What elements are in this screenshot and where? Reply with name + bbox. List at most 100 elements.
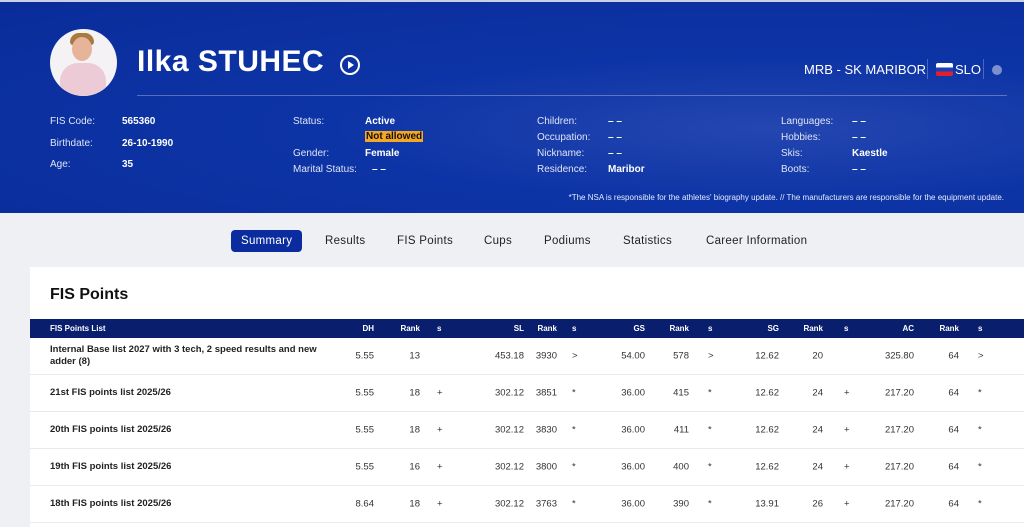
table-row[interactable]: 19th FIS points list 2025/26 5.55 16 +302.1… (30, 449, 1024, 486)
club-name: MRB - SK MARIBOR (804, 62, 927, 77)
dh-status: + (437, 498, 443, 510)
ac-rank: 64 (948, 498, 959, 510)
ac-status: s (978, 324, 983, 333)
gs-points: 54.00 (621, 350, 645, 362)
dh-status: s (437, 324, 442, 333)
dh-rank: 18 (409, 387, 420, 399)
sg-points: 12.62 (755, 461, 779, 473)
occupation-value: – – (608, 132, 622, 143)
tab-results[interactable]: Results (325, 235, 366, 247)
table-row[interactable]: 18th FIS points list 2025/26 8.64 18 +302.1… (30, 486, 1024, 523)
sg-rank: 24 (812, 424, 823, 436)
sl-points: 302.12 (494, 498, 524, 510)
ac-status: * (978, 387, 982, 399)
gs-rank: 411 (673, 424, 689, 436)
sg-points: 12.62 (755, 350, 779, 362)
tab-career-information[interactable]: Career Information (706, 235, 808, 247)
nickname-value: – – (608, 148, 622, 159)
sg-rank: Rank (803, 324, 823, 333)
gs-points: 36.00 (621, 424, 645, 436)
play-icon[interactable] (340, 55, 360, 75)
table-header: FIS Points List DH Rank s SL Rank s GS Rank s SG Ra… (30, 319, 1024, 338)
skis-label: Skis: (781, 148, 803, 159)
gs-points: GS (633, 324, 645, 333)
fis-points-card: FIS Points FIS Points List DH Rank s SL Rank s… (30, 267, 1024, 527)
sg-points: 12.62 (755, 387, 779, 399)
tab-podiums[interactable]: Podiums (544, 235, 591, 247)
sg-rank: 26 (812, 498, 823, 510)
birthdate-label: Birthdate: (50, 138, 93, 149)
tab-statistics[interactable]: Statistics (623, 235, 673, 247)
table-row[interactable]: Internal Base list 2027 with 3 tech, 2 s… (30, 338, 1024, 375)
tab-summary[interactable]: Summary (231, 230, 303, 252)
sl-points: 302.12 (494, 461, 524, 473)
gs-points: 36.00 (621, 498, 645, 510)
nation-code: SLO (955, 62, 982, 77)
list-name[interactable]: 18th FIS points list 2025/26 (50, 498, 172, 509)
age-value: 35 (122, 159, 134, 170)
ac-rank: 64 (948, 350, 959, 362)
ac-status: * (978, 424, 982, 436)
list-name[interactable]: 20th FIS points list 2025/26 (50, 424, 172, 435)
sg-status: + (844, 424, 850, 436)
sg-rank: 24 (812, 387, 823, 399)
sg-points: 12.62 (755, 424, 779, 436)
gs-rank: 400 (673, 461, 689, 473)
table-row[interactable]: 20th FIS points list 2025/26 5.55 18 +302.1… (30, 412, 1024, 449)
hobbies-label: Hobbies: (781, 132, 821, 143)
sg-status: + (844, 461, 850, 473)
boots-label: Boots: (781, 164, 810, 175)
boots-value: – – (852, 164, 866, 175)
dh-status: + (437, 387, 443, 399)
gs-points: 36.00 (621, 461, 645, 473)
ac-points: 217.20 (884, 387, 914, 399)
sl-rank: 3830 (535, 424, 557, 436)
globe-icon[interactable] (992, 65, 1002, 75)
dh-status: + (437, 424, 443, 436)
divider (983, 59, 984, 79)
children-label: Children: (537, 116, 578, 127)
sl-status: * (572, 461, 576, 473)
sl-rank: 3851 (535, 387, 557, 399)
languages-value: – – (852, 116, 866, 127)
sl-rank: 3930 (535, 350, 557, 362)
divider (927, 59, 928, 79)
languages-label: Languages: (781, 116, 834, 127)
list-name[interactable]: 21st FIS points list 2025/26 (50, 387, 171, 398)
marital-status-value: – – (372, 164, 386, 175)
gs-rank: Rank (669, 324, 689, 333)
ac-points: 217.20 (884, 461, 914, 473)
ac-points: 217.20 (884, 498, 914, 510)
table-row[interactable]: 21st FIS points list 2025/26 5.55 18 +302.1… (30, 375, 1024, 412)
sl-status: > (572, 350, 578, 362)
list-name[interactable]: 19th FIS points list 2025/26 (50, 461, 172, 472)
gs-status: * (708, 498, 712, 510)
dh-rank: 13 (409, 350, 420, 362)
sl-points: 302.12 (494, 424, 524, 436)
ac-status: * (978, 461, 982, 473)
age-label: Age: (50, 159, 71, 170)
sl-status: * (572, 498, 576, 510)
status-label: Status: (293, 116, 325, 127)
sg-points: SG (767, 324, 779, 333)
list-name[interactable]: Internal Base list 2027 with 3 tech, 2 s… (50, 344, 317, 367)
tab-bar: Summary Results FIS Points Cups Podiums Stati… (0, 230, 1024, 252)
avatar (50, 29, 117, 96)
sl-status: * (572, 387, 576, 399)
sg-points: 13.91 (755, 498, 779, 510)
skis-value: Kaestle (852, 148, 888, 159)
gs-rank: 415 (673, 387, 689, 399)
fis-code-label: FIS Code: (50, 116, 96, 127)
marital-status-label: Marital Status: (293, 164, 357, 175)
tab-cups[interactable]: Cups (484, 235, 513, 247)
section-title: FIS Points (50, 286, 129, 303)
sg-status: + (844, 387, 850, 399)
ac-rank: 64 (948, 424, 959, 436)
tab-fis-points[interactable]: FIS Points (397, 235, 454, 247)
slovenia-flag-icon (936, 63, 953, 76)
biography-note: *The NSA is responsible for the athletes… (568, 193, 1004, 202)
sl-rank: Rank (537, 324, 557, 333)
ac-status: * (978, 498, 982, 510)
dh-rank: 16 (409, 461, 420, 473)
sl-rank: 3800 (535, 461, 557, 473)
